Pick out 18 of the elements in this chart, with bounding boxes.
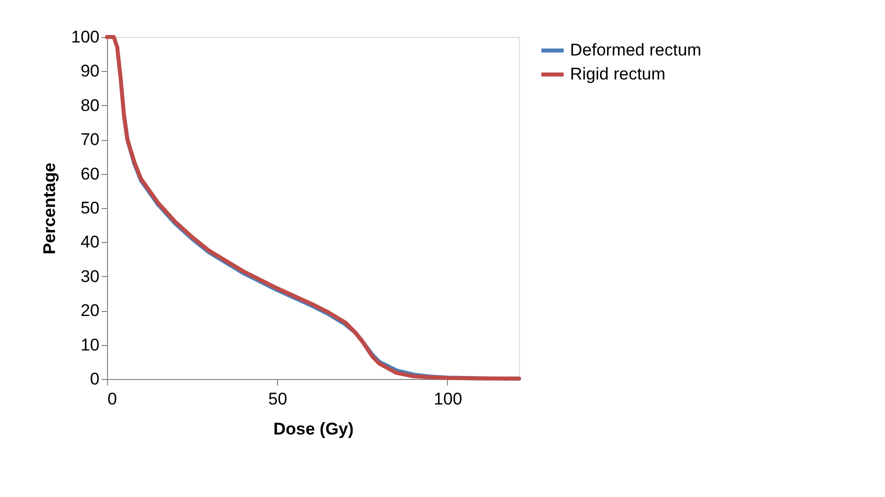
y-tick-label: 20 — [80, 301, 100, 320]
y-axis-title: Percentage — [40, 162, 60, 254]
y-tick-label: 10 — [80, 335, 100, 354]
legend-label: Deformed rectum — [570, 40, 702, 60]
x-tick-label: 100 — [434, 390, 462, 408]
x-tick-label: 50 — [268, 390, 288, 408]
y-tick-label: 70 — [80, 130, 100, 150]
x-tick-label: 0 — [108, 390, 117, 408]
y-tick-label: 80 — [80, 96, 100, 115]
x-axis-title: Dose (Gy) — [273, 420, 354, 438]
y-tick-label: 30 — [80, 266, 100, 286]
y-tick-label: 40 — [80, 232, 100, 252]
y-tick-label: 50 — [80, 198, 100, 218]
y-tick-label: 90 — [80, 62, 100, 81]
y-tick-label: 60 — [80, 164, 100, 184]
legend-label: Rigid rectum — [570, 64, 666, 84]
y-tick-label: 100 — [71, 28, 100, 46]
y-tick-label: 0 — [90, 370, 100, 388]
